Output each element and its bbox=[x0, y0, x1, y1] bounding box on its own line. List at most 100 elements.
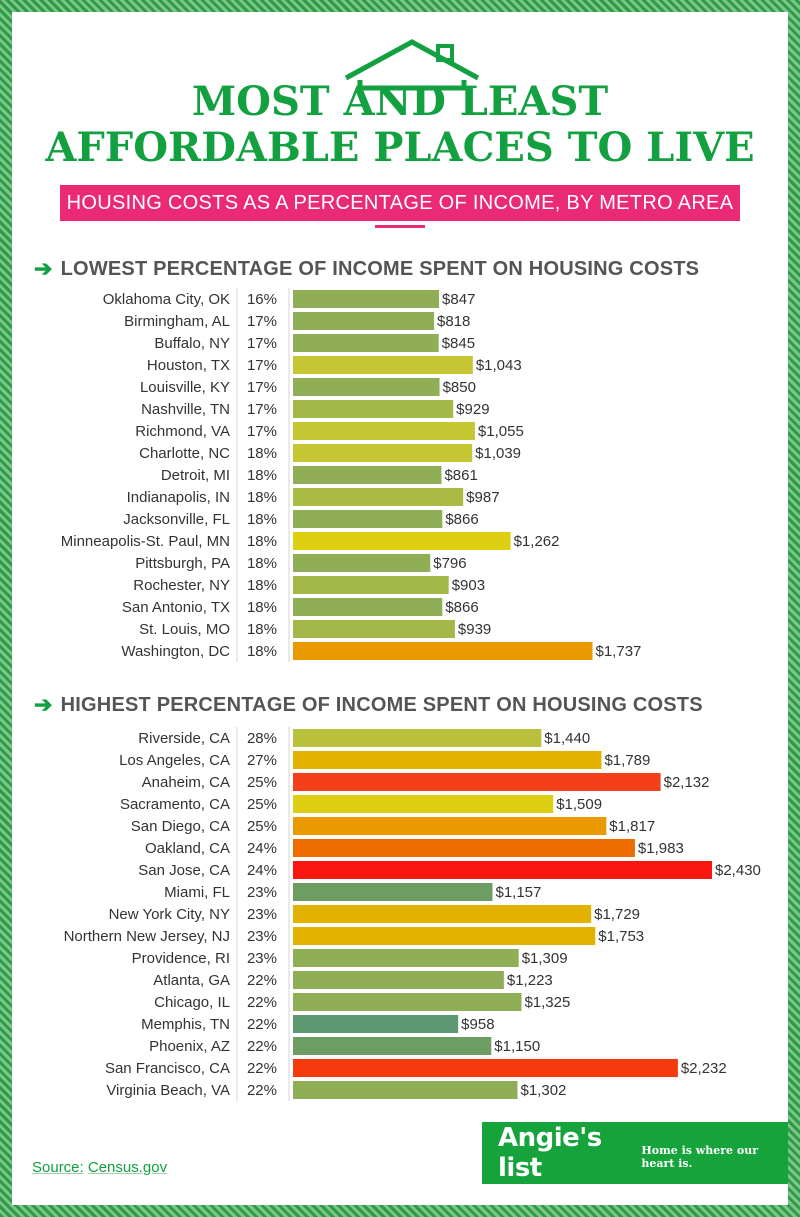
metro-label: Memphis, TN bbox=[141, 1016, 230, 1033]
metro-label: Indianapolis, IN bbox=[127, 489, 230, 506]
metro-label: Phoenix, AZ bbox=[149, 1038, 230, 1055]
percent-label: 16% bbox=[247, 291, 277, 308]
metro-label: Nashville, TN bbox=[141, 401, 230, 418]
value-label: $1,150 bbox=[494, 1038, 540, 1055]
bar bbox=[293, 422, 475, 440]
value-label: $2,232 bbox=[681, 1060, 727, 1077]
percent-label: 24% bbox=[247, 840, 277, 857]
percent-label: 27% bbox=[247, 752, 277, 769]
bar bbox=[293, 378, 440, 396]
value-label: $903 bbox=[452, 577, 485, 594]
bar bbox=[293, 598, 443, 616]
metro-label: New York City, NY bbox=[109, 906, 230, 923]
bar bbox=[293, 290, 440, 308]
metro-label: Los Angeles, CA bbox=[119, 752, 230, 769]
percent-label: 23% bbox=[247, 906, 277, 923]
value-label: $2,132 bbox=[664, 774, 710, 791]
metro-label: San Diego, CA bbox=[131, 818, 230, 835]
section-title-highest: ➔ HIGHEST PERCENTAGE OF INCOME SPENT ON … bbox=[34, 692, 703, 718]
value-label: $1,157 bbox=[495, 884, 541, 901]
bar bbox=[293, 1037, 492, 1055]
value-label: $845 bbox=[442, 335, 475, 352]
value-label: $987 bbox=[466, 489, 499, 506]
bar bbox=[293, 905, 592, 923]
bar bbox=[293, 312, 435, 330]
metro-label: Oakland, CA bbox=[145, 840, 230, 857]
metro-label: Jacksonville, FL bbox=[123, 511, 230, 528]
value-label: $866 bbox=[445, 511, 478, 528]
value-label: $1,729 bbox=[594, 906, 640, 923]
metro-label: San Francisco, CA bbox=[105, 1060, 230, 1077]
metro-label: Richmond, VA bbox=[135, 423, 230, 440]
value-label: $1,325 bbox=[524, 994, 570, 1011]
metro-label: Miami, FL bbox=[164, 884, 230, 901]
infographic-card: MOST AND LEAST AFFORDABLE PLACES TO LIVE… bbox=[12, 12, 788, 1205]
bar bbox=[293, 883, 493, 901]
bar bbox=[293, 466, 442, 484]
bar bbox=[293, 1081, 518, 1099]
value-label: $850 bbox=[443, 379, 476, 396]
source-note: Source: Census.gov bbox=[32, 1159, 167, 1176]
value-label: $796 bbox=[433, 555, 466, 572]
percent-label: 22% bbox=[247, 994, 277, 1011]
value-label: $866 bbox=[445, 599, 478, 616]
percent-label: 25% bbox=[247, 774, 277, 791]
percent-label: 22% bbox=[247, 972, 277, 989]
value-label: $1,737 bbox=[596, 643, 642, 660]
value-label: $1,753 bbox=[598, 928, 644, 945]
value-label: $1,440 bbox=[544, 730, 590, 747]
percent-label: 17% bbox=[247, 313, 277, 330]
value-label: $1,262 bbox=[514, 533, 560, 550]
house-icon bbox=[344, 39, 480, 91]
bar bbox=[293, 773, 661, 791]
metro-label: Riverside, CA bbox=[138, 730, 230, 747]
percent-label: 24% bbox=[247, 862, 277, 879]
percent-label: 22% bbox=[247, 1082, 277, 1099]
metro-label: Birmingham, AL bbox=[124, 313, 230, 330]
metro-label: Northern New Jersey, NJ bbox=[64, 928, 230, 945]
metro-label: Buffalo, NY bbox=[154, 335, 230, 352]
metro-label: Chicago, IL bbox=[154, 994, 230, 1011]
percent-label: 18% bbox=[247, 555, 277, 572]
bar bbox=[293, 532, 511, 550]
percent-label: 18% bbox=[247, 577, 277, 594]
metro-label: Virginia Beach, VA bbox=[106, 1082, 230, 1099]
value-label: $1,789 bbox=[604, 752, 650, 769]
percent-label: 23% bbox=[247, 884, 277, 901]
value-label: $847 bbox=[442, 291, 475, 308]
percent-label: 18% bbox=[247, 511, 277, 528]
bar bbox=[293, 334, 439, 352]
bar bbox=[293, 795, 554, 813]
source-label: Source: bbox=[32, 1159, 84, 1176]
bar bbox=[293, 729, 542, 747]
metro-label: Oklahoma City, OK bbox=[103, 291, 230, 308]
percent-label: 22% bbox=[247, 1060, 277, 1077]
percent-label: 25% bbox=[247, 818, 277, 835]
value-label: $1,817 bbox=[609, 818, 655, 835]
brand-tagline: Home is where our heart is. bbox=[641, 1144, 759, 1170]
value-label: $818 bbox=[437, 313, 470, 330]
value-label: $1,302 bbox=[521, 1082, 567, 1099]
metro-label: Louisville, KY bbox=[140, 379, 230, 396]
value-label: $1,309 bbox=[522, 950, 568, 967]
bar bbox=[293, 642, 593, 660]
value-label: $1,983 bbox=[638, 840, 684, 857]
percent-label: 18% bbox=[247, 467, 277, 484]
value-label: $861 bbox=[444, 467, 477, 484]
bar bbox=[293, 949, 519, 967]
percent-label: 22% bbox=[247, 1016, 277, 1033]
value-label: $1,039 bbox=[475, 445, 521, 462]
bar bbox=[293, 554, 431, 572]
value-label: $2,430 bbox=[715, 862, 761, 879]
metro-label: San Antonio, TX bbox=[122, 599, 230, 616]
subtitle-banner: HOUSING COSTS AS A PERCENTAGE OF INCOME,… bbox=[60, 185, 740, 221]
main-title-line1: MOST AND LEAST bbox=[191, 78, 609, 125]
brand-name: Angie's list bbox=[498, 1123, 602, 1183]
percent-label: 25% bbox=[247, 796, 277, 813]
percent-label: 23% bbox=[247, 950, 277, 967]
bar bbox=[293, 1015, 459, 1033]
bar bbox=[293, 576, 449, 594]
metro-label: Anaheim, CA bbox=[142, 774, 230, 791]
source-link[interactable]: Census.gov bbox=[87, 1159, 168, 1176]
bar bbox=[293, 356, 473, 374]
